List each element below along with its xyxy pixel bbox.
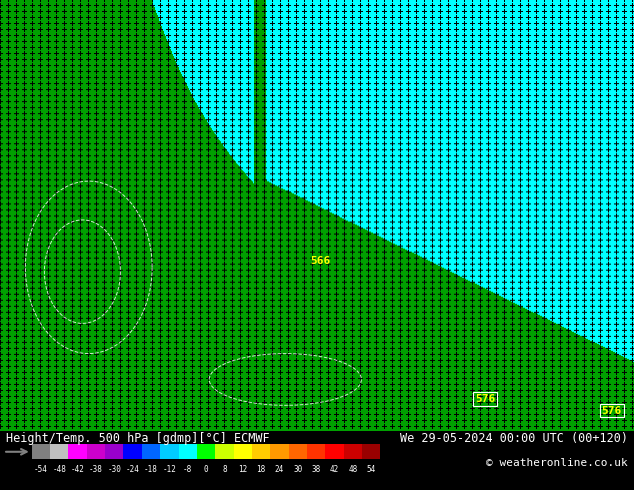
Text: 566: 566	[310, 256, 330, 266]
Bar	[124, 444, 142, 460]
Bar	[344, 444, 362, 460]
Text: -42: -42	[70, 466, 84, 474]
Bar	[179, 444, 197, 460]
Text: 54: 54	[366, 466, 376, 474]
Text: 24: 24	[275, 466, 284, 474]
Text: © weatheronline.co.uk: © weatheronline.co.uk	[486, 458, 628, 467]
Bar	[325, 444, 344, 460]
Text: 42: 42	[330, 466, 339, 474]
Text: -48: -48	[52, 466, 66, 474]
Bar	[105, 444, 124, 460]
Bar	[233, 444, 252, 460]
Text: 18: 18	[257, 466, 266, 474]
Text: Height/Temp. 500 hPa [gdmp][°C] ECMWF: Height/Temp. 500 hPa [gdmp][°C] ECMWF	[6, 432, 270, 445]
Text: 48: 48	[348, 466, 358, 474]
Bar	[68, 444, 87, 460]
Bar	[197, 444, 215, 460]
Text: -12: -12	[162, 466, 176, 474]
Bar	[142, 444, 160, 460]
Bar	[288, 444, 307, 460]
Bar	[270, 444, 288, 460]
Text: -24: -24	[126, 466, 139, 474]
Text: 8: 8	[222, 466, 227, 474]
Bar	[50, 444, 68, 460]
Text: -54: -54	[34, 466, 48, 474]
Text: 576: 576	[602, 406, 622, 416]
Bar	[252, 444, 270, 460]
Bar	[307, 444, 325, 460]
Text: 30: 30	[293, 466, 302, 474]
Bar	[160, 444, 179, 460]
Text: 576: 576	[475, 394, 495, 404]
Text: 0: 0	[204, 466, 209, 474]
Bar	[215, 444, 233, 460]
Text: We 29-05-2024 00:00 UTC (00+120): We 29-05-2024 00:00 UTC (00+120)	[399, 432, 628, 445]
Bar	[362, 444, 380, 460]
Text: -18: -18	[144, 466, 158, 474]
Text: -8: -8	[183, 466, 192, 474]
Bar	[87, 444, 105, 460]
Text: 12: 12	[238, 466, 247, 474]
Text: -38: -38	[89, 466, 103, 474]
Text: 38: 38	[311, 466, 321, 474]
Bar	[32, 444, 50, 460]
Text: -30: -30	[107, 466, 121, 474]
